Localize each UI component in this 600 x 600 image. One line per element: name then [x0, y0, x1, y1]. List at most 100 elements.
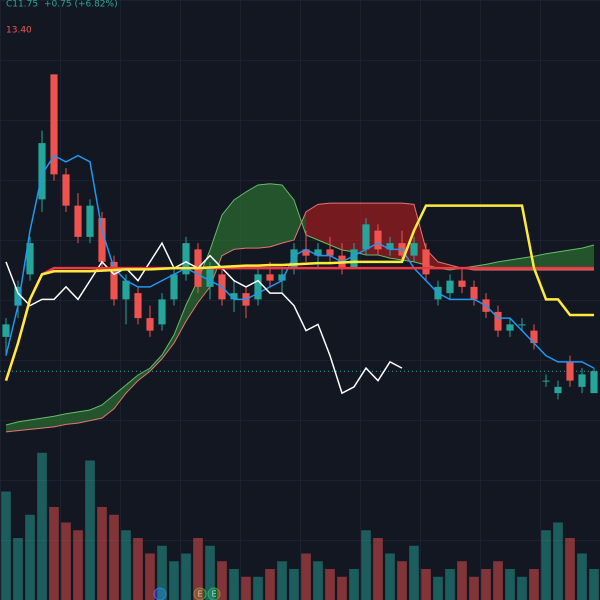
volume-bar — [565, 538, 575, 600]
cloud-segment — [246, 185, 258, 249]
candle-body — [110, 261, 118, 300]
volume-bar — [181, 553, 191, 600]
volume-bar — [265, 569, 275, 600]
candle-body — [182, 243, 190, 275]
volume-bar — [457, 561, 467, 600]
candle-body — [14, 286, 22, 306]
cloud-segment — [222, 200, 234, 256]
volume-bar — [229, 569, 239, 600]
cloud-segment — [318, 203, 330, 245]
price-label: 13.40 — [6, 26, 32, 36]
cloud-segment — [534, 253, 546, 270]
volume-bar — [85, 460, 95, 600]
candle-body — [26, 243, 34, 275]
close-label: C11.75 — [6, 0, 38, 10]
candle-body — [230, 293, 238, 300]
candle-body — [446, 280, 454, 294]
volume-bar — [25, 514, 35, 600]
cloud-segment — [186, 280, 198, 322]
volume-bar — [577, 553, 587, 600]
volume-bar — [397, 561, 407, 600]
candle-body — [470, 286, 478, 300]
volume-bar — [385, 553, 395, 600]
candle-body — [350, 249, 358, 269]
candle-body — [506, 324, 514, 331]
candle-body — [590, 371, 598, 394]
candle-body — [386, 243, 394, 250]
candle-body — [86, 205, 94, 237]
candle-body — [314, 249, 322, 256]
cloud-segment — [30, 418, 42, 430]
volume-bar — [445, 569, 455, 600]
volume-bar — [421, 569, 431, 600]
candle-body — [266, 274, 274, 281]
volume-bar — [1, 491, 11, 600]
cloud-segment — [66, 411, 78, 425]
indicator-line — [4, 204, 594, 382]
cloud-segment — [114, 385, 126, 409]
candle-body — [578, 374, 586, 387]
volume-bar — [241, 576, 251, 600]
candle-body — [374, 230, 382, 250]
change-label: +0.75 (+6.82%) — [44, 0, 118, 10]
volume-bar — [169, 561, 179, 600]
volume-bar — [361, 530, 371, 600]
cloud-segment — [258, 183, 270, 249]
cloud-segment — [270, 183, 282, 247]
candle-body — [458, 280, 466, 287]
volume-bar — [133, 538, 143, 600]
candle-body — [158, 299, 166, 325]
volume-bar — [61, 522, 71, 600]
candle-body — [566, 361, 574, 381]
cloud-segment — [546, 251, 558, 270]
cloud-segment — [330, 203, 342, 250]
candle-body — [134, 293, 142, 319]
volume-bar — [193, 538, 203, 600]
candle-body — [278, 274, 286, 281]
cloud-segment — [570, 248, 582, 270]
cloud-segment — [126, 375, 138, 394]
cloud-segment — [54, 413, 66, 427]
candle-body — [518, 324, 526, 326]
candle-body — [494, 311, 502, 331]
candle-body — [554, 386, 562, 394]
volume-bar — [553, 522, 563, 600]
candle-body — [38, 143, 46, 200]
candle-body — [302, 249, 310, 256]
volume-bar — [157, 545, 167, 600]
volume-bar — [313, 561, 323, 600]
volume-bar — [253, 576, 263, 600]
candle-body — [542, 380, 550, 382]
volume-bar — [217, 561, 227, 600]
volume-bar — [349, 569, 359, 600]
volume-bar — [205, 545, 215, 600]
volume-bar — [529, 569, 539, 600]
cloud-segment — [198, 250, 210, 303]
volume-bar — [469, 576, 479, 600]
candle-body — [422, 249, 430, 275]
candle-body — [326, 249, 334, 256]
candle-body — [206, 268, 214, 287]
indicator-line — [4, 266, 594, 382]
cloud-segment — [138, 368, 150, 381]
volume-bar — [481, 569, 491, 600]
volume-bar — [289, 569, 299, 600]
candle-body — [410, 243, 418, 256]
candle-body — [98, 218, 106, 262]
cloud-segment — [102, 395, 114, 419]
volume-bar — [409, 545, 419, 600]
candle-body — [530, 330, 538, 344]
cloud-segment — [174, 305, 186, 344]
candle-body — [146, 318, 154, 331]
cloud-segment — [234, 191, 246, 250]
cloud-segment — [522, 256, 534, 270]
volume-bar — [541, 530, 551, 600]
volume-bar — [589, 569, 599, 600]
volume-bar — [109, 514, 119, 600]
cloud-segment — [78, 410, 90, 424]
span-b-line — [5, 202, 594, 433]
volume-bar — [121, 530, 131, 600]
volume-bar — [493, 561, 503, 600]
span-a-line — [5, 183, 595, 426]
